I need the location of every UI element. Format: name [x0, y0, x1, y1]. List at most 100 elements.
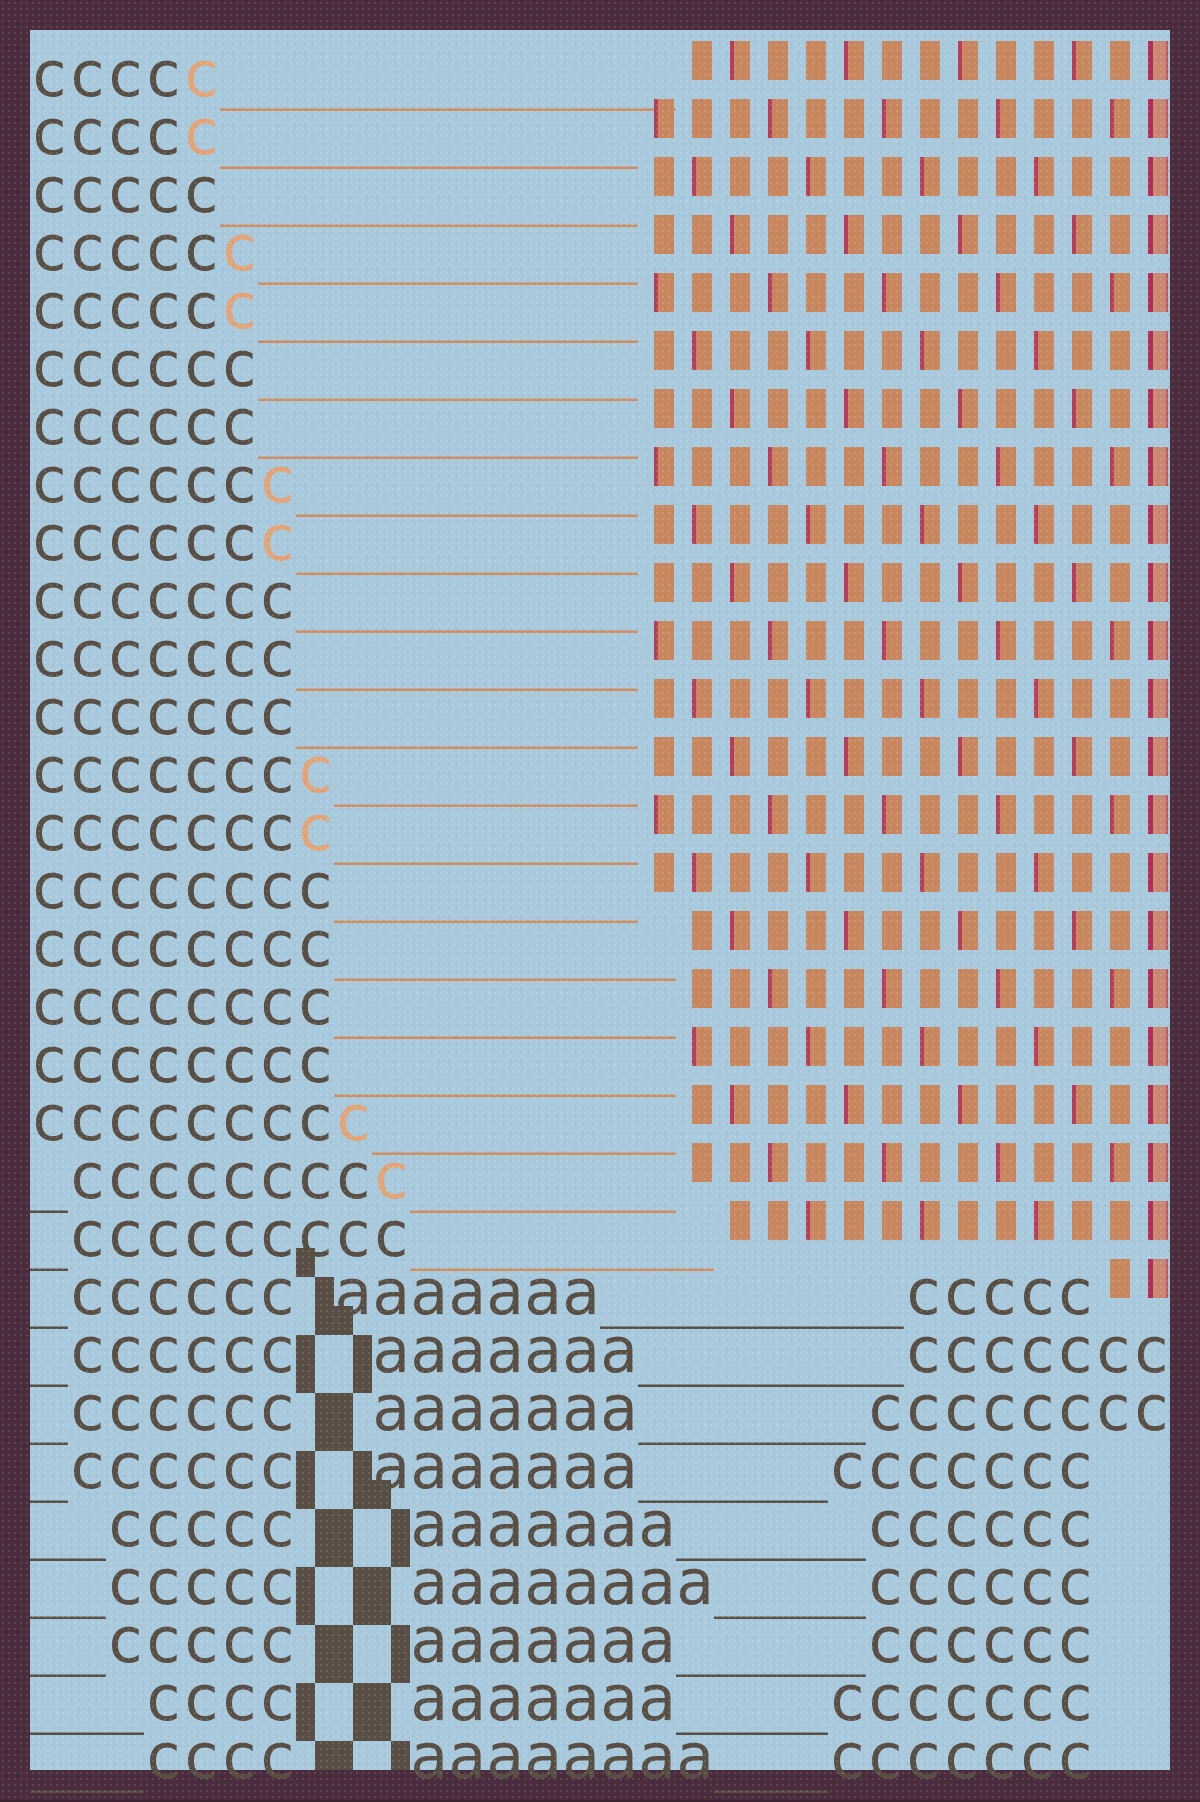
- bar-cell: [920, 563, 940, 602]
- bar-cell: [730, 1085, 750, 1124]
- bar-cell: [654, 447, 674, 486]
- underscore-run: _________: [334, 908, 676, 981]
- underscore-run: ________: [334, 850, 638, 923]
- glyph-run-c: cccccc: [68, 1372, 296, 1445]
- underscore-run: _: [30, 1198, 68, 1271]
- bar-cell: [996, 99, 1016, 138]
- bar-cell: [920, 331, 940, 370]
- bar-cell: [1148, 505, 1168, 544]
- bar-cell: [882, 969, 902, 1008]
- underscore-run: ____________: [220, 38, 676, 111]
- bar-cell: [920, 157, 940, 196]
- underscore-run: _____: [676, 1604, 866, 1677]
- bar-cell: [692, 389, 712, 428]
- bar-cell: [654, 389, 674, 428]
- bar-cell: [1034, 1201, 1054, 1240]
- bar-cell: [996, 621, 1016, 660]
- bar-cell: [1034, 41, 1054, 80]
- bar-cell: [806, 911, 826, 950]
- bar-cell: [920, 99, 940, 138]
- glyph-run-c: ccccc: [106, 1604, 296, 1677]
- bar-cell: [806, 99, 826, 138]
- bar-cell: [768, 1027, 788, 1066]
- bar-cell: [1034, 99, 1054, 138]
- bar-cell: [1072, 853, 1092, 892]
- underscore-run: __: [30, 1546, 106, 1619]
- bar-cell: [1034, 563, 1054, 602]
- bar-cell: [882, 621, 902, 660]
- bar-cell: [1148, 41, 1168, 80]
- glyph-run-c: cccccc: [30, 502, 258, 575]
- bar-cell: [1072, 737, 1092, 776]
- checker-cell: [372, 1712, 410, 1770]
- bar-cell: [730, 99, 750, 138]
- underscore-run: _________: [334, 1024, 676, 1097]
- bar-cell: [1034, 911, 1054, 950]
- glyph-run-c: c: [296, 792, 334, 865]
- bar-cell: [806, 1143, 826, 1182]
- glyph-run-c: ccccccccc: [68, 1198, 410, 1271]
- bar-cell: [1034, 621, 1054, 660]
- bar-cell: [1110, 447, 1130, 486]
- checker-cell: [296, 1480, 334, 1538]
- underscore-run: _______: [638, 1314, 904, 1387]
- glyph-run-c: cccccc: [68, 1256, 296, 1329]
- bar-cell: [844, 447, 864, 486]
- bar-cell: [692, 505, 712, 544]
- bar-cell: [1072, 99, 1092, 138]
- bar-cell: [1148, 215, 1168, 254]
- bar-cell: [730, 215, 750, 254]
- bar-cell: [1072, 447, 1092, 486]
- bar-cell: [768, 1201, 788, 1240]
- bar-cell: [1110, 737, 1130, 776]
- bar-cell: [844, 505, 864, 544]
- bar-cell: [996, 41, 1016, 80]
- bar-cell: [1072, 911, 1092, 950]
- bar-cell: [844, 215, 864, 254]
- bar-cell: [996, 853, 1016, 892]
- bar-cell: [768, 911, 788, 950]
- underscore-run: _________: [296, 444, 638, 517]
- bar-cell: [1034, 1085, 1054, 1124]
- bar-cell: [996, 1143, 1016, 1182]
- bar-cell: [920, 911, 940, 950]
- bar-cell: [730, 1027, 750, 1066]
- bar-cell: [1034, 1027, 1054, 1066]
- underscore-run: ___________: [220, 96, 638, 169]
- glyph-run-a: aaaaaaa: [410, 1662, 676, 1735]
- glyph-run-c: cccc: [30, 96, 182, 169]
- checker-cell: [334, 1480, 372, 1538]
- bar-cell: [730, 853, 750, 892]
- underscore-run: ___: [30, 1662, 144, 1735]
- bar-cell: [730, 1143, 750, 1182]
- glyph-run-c: ccccc: [106, 1488, 296, 1561]
- bar-cell: [920, 505, 940, 544]
- bar-cell: [1148, 273, 1168, 312]
- bar-cell: [768, 505, 788, 544]
- bar-cell: [1034, 447, 1054, 486]
- bar-cell: [996, 679, 1016, 718]
- glyph-run-c: ccccccc: [904, 1314, 1170, 1387]
- bar-cell: [654, 215, 674, 254]
- checker-cell: [296, 1248, 334, 1306]
- glyph-run-a: aaaaaaaa: [410, 1546, 714, 1619]
- bar-cell: [692, 563, 712, 602]
- bar-cell: [844, 331, 864, 370]
- bar-cell: [1072, 621, 1092, 660]
- bar-cell: [1110, 505, 1130, 544]
- bar-cell: [692, 215, 712, 254]
- bar-cell: [1072, 41, 1092, 80]
- bar-cell: [996, 969, 1016, 1008]
- bar-cell: [806, 273, 826, 312]
- glyph-run-c: cccccc: [866, 1546, 1094, 1619]
- bar-cell: [1148, 157, 1168, 196]
- bar-cell: [844, 737, 864, 776]
- bar-cell: [958, 911, 978, 950]
- bar-cell: [1034, 331, 1054, 370]
- bar-cell: [768, 447, 788, 486]
- bar-cell: [882, 911, 902, 950]
- glyph-run-c: cccccc: [866, 1604, 1094, 1677]
- bar-cell: [958, 41, 978, 80]
- bar-cell: [844, 41, 864, 80]
- underscore-run: ____: [714, 1546, 866, 1619]
